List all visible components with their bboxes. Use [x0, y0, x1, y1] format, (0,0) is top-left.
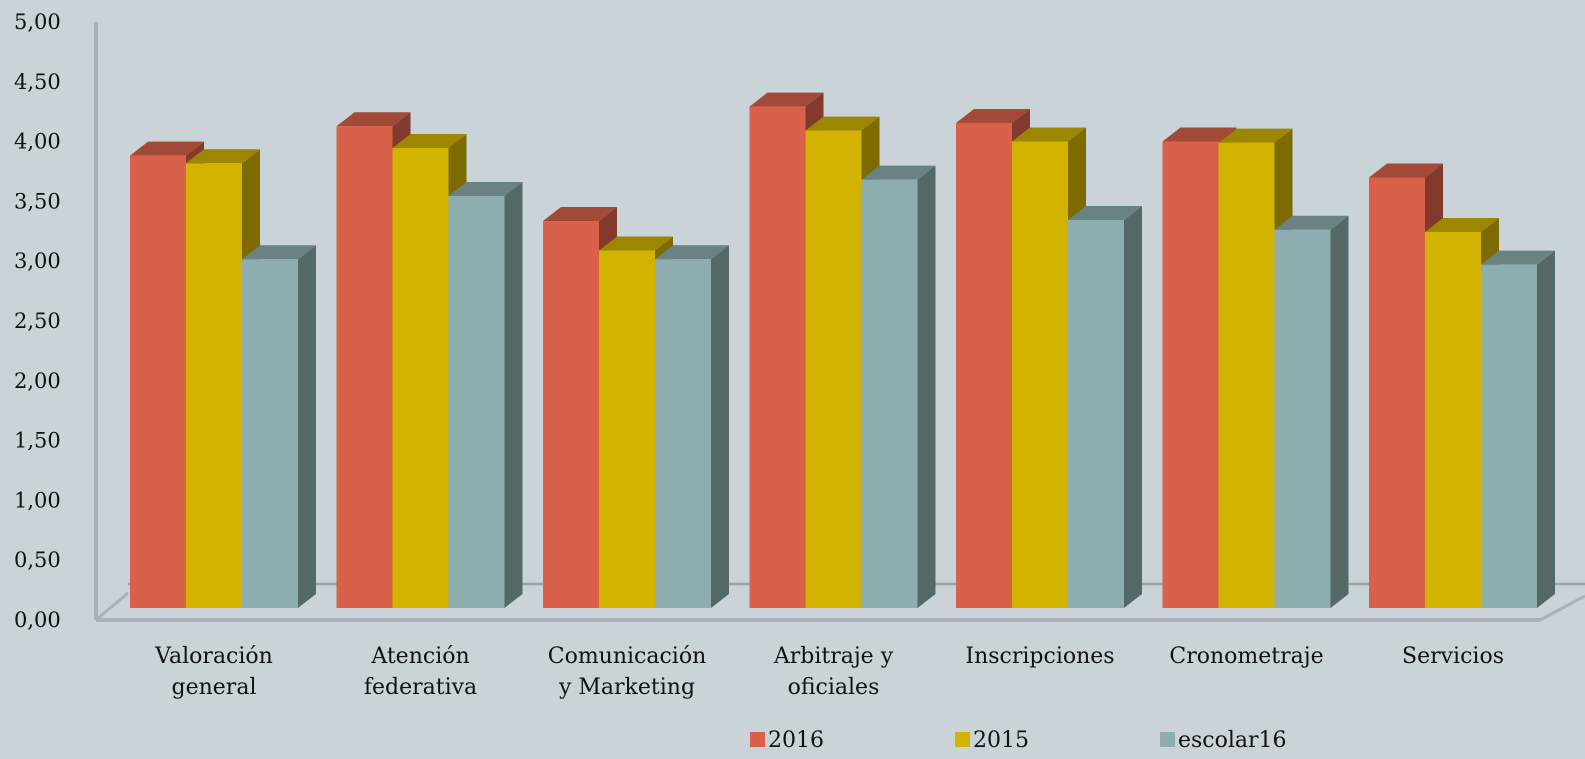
bar-top-face — [543, 207, 617, 222]
bar-top-face — [242, 245, 316, 260]
legend-swatch — [1160, 732, 1175, 747]
bar-front-face — [599, 250, 655, 609]
bar-side-face — [917, 165, 936, 608]
legend-label: 2015 — [973, 728, 1029, 753]
floor-left-edge — [95, 591, 129, 622]
bar-side-face — [1537, 250, 1555, 608]
bar — [655, 245, 729, 608]
y-tick-label: 4,00 — [14, 130, 61, 154]
y-tick-label: 3,50 — [14, 189, 61, 213]
y-axis-tick-labels: 0,00 0,50 1,00 1,50 2,00 2,50 3,00 3,50 4,00 4,50… — [14, 10, 61, 632]
x-axis-category-labels: Valoración general Atención federativa Comun… — [154, 644, 1504, 700]
x-category-label: Arbitraje y oficiales — [773, 644, 894, 700]
bar-side-face — [1124, 205, 1142, 608]
bar-top-face — [599, 236, 673, 251]
legend-label: escolar16 — [1178, 728, 1287, 753]
legend-item: 2016 — [750, 728, 824, 753]
bar-top-face — [805, 116, 880, 131]
bar-front-face — [543, 221, 599, 609]
bar-top-face — [1218, 128, 1293, 143]
chart-bars — [130, 92, 1555, 609]
bar-front-face — [1481, 264, 1537, 608]
bar-front-face — [861, 179, 918, 608]
bar-top-face — [655, 245, 729, 260]
bar-front-face — [448, 195, 505, 609]
bar-front-face — [1068, 219, 1124, 608]
chart-legend: 2016 2015 escolar16 — [750, 728, 1287, 753]
x-category-label: Inscripciones — [965, 644, 1114, 669]
legend-item: 2015 — [955, 728, 1029, 753]
y-tick-label: 3,00 — [14, 249, 61, 273]
bar-front-face — [805, 130, 862, 608]
y-tick-label: 5,00 — [14, 10, 61, 34]
y-tick-label: 0,50 — [14, 548, 61, 572]
bar-front-face — [392, 148, 449, 608]
bar — [1274, 215, 1349, 608]
bar-side-face — [1330, 215, 1349, 608]
floor-right-edge — [1539, 594, 1585, 622]
legend-swatch — [750, 732, 765, 747]
y-tick-label: 2,00 — [14, 369, 61, 393]
bar-front-face — [1218, 142, 1275, 608]
bar-top-face — [1012, 127, 1086, 142]
bar-top-face — [861, 165, 936, 180]
bar-top-face — [1274, 215, 1349, 230]
legend-item: escolar16 — [1160, 728, 1287, 753]
y-tick-label: 2,50 — [14, 309, 61, 333]
bar — [448, 181, 523, 609]
bar-front-face — [1425, 231, 1481, 608]
bar-front-face — [1274, 229, 1331, 608]
bar-front-face — [336, 126, 393, 608]
x-category-label: Servicios — [1402, 644, 1504, 669]
bar — [242, 245, 316, 608]
bar-top-face — [186, 149, 260, 164]
x-category-label: Valoración general — [154, 644, 273, 700]
x-category-label: Comunicación y Marketing — [548, 644, 707, 700]
y-tick-label: 1,50 — [14, 429, 61, 453]
bar-top-face — [956, 108, 1030, 123]
bar-top-face — [1369, 163, 1443, 178]
y-tick-label: 0,00 — [14, 608, 61, 632]
bar-front-face — [1162, 141, 1219, 609]
bar-front-face — [749, 106, 806, 608]
bar-front-face — [186, 163, 242, 608]
y-tick-label: 1,00 — [14, 488, 61, 512]
bar-front-face — [956, 122, 1012, 608]
bar-top-face — [1481, 250, 1555, 265]
bar-side-face — [504, 181, 523, 609]
bar-side-face — [298, 245, 316, 608]
legend-swatch — [955, 732, 970, 747]
bar-front-face — [130, 155, 186, 608]
bar-front-face — [655, 259, 711, 608]
bar — [1068, 205, 1142, 608]
bar-top-face — [1068, 205, 1142, 220]
bar-side-face — [711, 245, 729, 608]
bar-top-face — [1425, 217, 1499, 232]
x-category-label: Cronometraje — [1169, 644, 1323, 669]
bar-top-face — [749, 92, 824, 107]
bar — [1481, 250, 1555, 608]
bar-front-face — [1369, 177, 1425, 608]
bar-top-face — [1162, 127, 1237, 142]
y-tick-label: 4,50 — [14, 70, 61, 94]
bar — [861, 165, 936, 608]
bar-top-face — [392, 134, 467, 149]
bar-top-face — [336, 112, 411, 127]
legend-label: 2016 — [768, 728, 824, 753]
bar-front-face — [242, 259, 298, 608]
bar-front-face — [1012, 141, 1068, 609]
x-category-label: Atención federativa — [364, 644, 477, 700]
bar-top-face — [130, 141, 204, 156]
bar-top-face — [448, 181, 523, 196]
